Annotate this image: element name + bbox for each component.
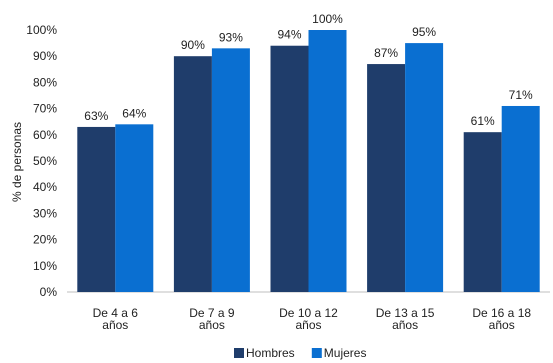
data-label: 64% <box>122 106 146 120</box>
y-tick-label: 50% <box>33 154 57 168</box>
x-tick-label: años <box>199 318 225 332</box>
data-label: 87% <box>374 46 398 60</box>
bar-hombres-0 <box>77 126 116 292</box>
y-tick-label: 100% <box>26 23 57 37</box>
y-tick-label: 20% <box>33 233 57 247</box>
data-label: 94% <box>277 28 301 42</box>
legend-label-mujeres: Mujeres <box>324 346 367 360</box>
data-label: 71% <box>509 88 533 102</box>
y-tick-label: 70% <box>33 102 57 116</box>
bar-hombres-2 <box>270 45 309 292</box>
x-tick-label: años <box>489 318 515 332</box>
bar-mujeres-4 <box>501 105 540 292</box>
y-tick-label: 0% <box>40 285 58 299</box>
x-tick-label: De 13 a 15 <box>376 306 435 320</box>
bar-hombres-3 <box>367 64 406 292</box>
data-label: 100% <box>312 12 343 26</box>
bar-hombres-4 <box>463 132 502 292</box>
x-tick-label: De 10 a 12 <box>279 306 338 320</box>
data-label: 90% <box>181 38 205 52</box>
x-tick-label: De 7 a 9 <box>189 306 235 320</box>
data-label: 61% <box>471 114 495 128</box>
legend-label-hombres: Hombres <box>246 346 295 360</box>
y-tick-label: 90% <box>33 49 57 63</box>
bar-hombres-1 <box>173 56 212 293</box>
data-label: 93% <box>219 30 243 44</box>
x-tick-label: años <box>102 318 128 332</box>
data-label: 63% <box>84 109 108 123</box>
legend-swatch-hombres <box>234 348 244 358</box>
bar-mujeres-3 <box>405 43 444 292</box>
data-label: 95% <box>412 25 436 39</box>
bar-mujeres-1 <box>211 48 250 293</box>
x-tick-label: años <box>392 318 418 332</box>
x-tick-label: años <box>295 318 321 332</box>
y-axis-label: % de personas <box>10 122 24 202</box>
x-tick-label: De 4 a 6 <box>93 306 139 320</box>
y-tick-label: 10% <box>33 259 57 273</box>
y-tick-label: 40% <box>33 180 57 194</box>
legend-swatch-mujeres <box>311 348 322 358</box>
x-tick-label: De 16 a 18 <box>472 306 531 320</box>
bar-mujeres-0 <box>115 124 154 292</box>
bar-mujeres-2 <box>308 30 347 292</box>
y-tick-label: 60% <box>33 128 57 142</box>
y-tick-label: 80% <box>33 75 57 89</box>
y-tick-label: 30% <box>33 206 57 220</box>
